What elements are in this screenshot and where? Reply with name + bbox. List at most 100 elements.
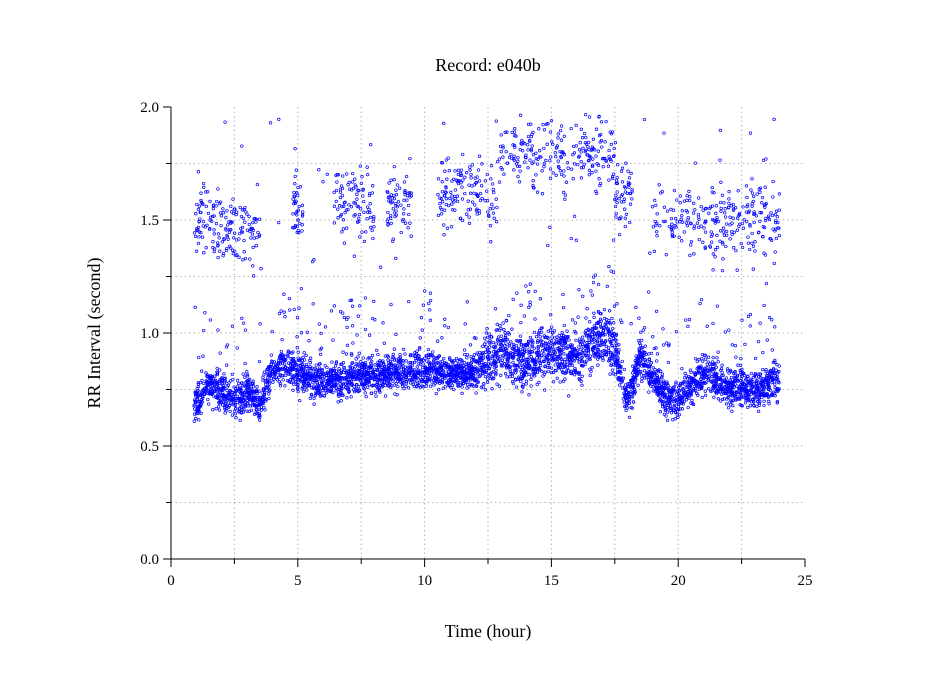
data-point	[194, 249, 199, 253]
data-point	[655, 352, 660, 356]
data-point	[412, 360, 417, 365]
data-point	[727, 328, 731, 332]
data-point	[588, 373, 592, 378]
data-point	[225, 363, 229, 367]
data-point	[549, 313, 553, 317]
data-point	[375, 348, 379, 353]
data-point	[751, 375, 755, 380]
data-point	[469, 365, 473, 370]
data-point	[519, 303, 523, 307]
data-point	[522, 314, 527, 318]
data-point	[679, 381, 683, 386]
data-point	[720, 363, 724, 367]
data-point	[200, 378, 204, 383]
data-point	[476, 168, 481, 172]
data-point	[442, 223, 446, 227]
data-point	[271, 380, 275, 384]
data-point	[369, 225, 373, 230]
data-point	[580, 383, 584, 387]
data-point	[577, 287, 581, 292]
data-point	[463, 352, 467, 357]
data-point	[390, 377, 394, 381]
data-point	[731, 403, 735, 408]
data-point	[661, 343, 666, 347]
data-point	[246, 391, 251, 395]
data-point	[403, 221, 408, 225]
data-point	[347, 180, 351, 185]
data-point	[356, 314, 360, 318]
data-point	[548, 167, 553, 171]
data-point	[310, 385, 314, 390]
data-point	[580, 374, 584, 378]
data-point	[366, 357, 370, 361]
data-point	[420, 378, 424, 382]
data-point	[392, 371, 396, 375]
data-point	[394, 332, 398, 337]
data-point	[615, 175, 619, 180]
data-point	[374, 394, 378, 398]
data-point	[636, 383, 640, 387]
data-point	[538, 335, 542, 339]
data-point	[199, 411, 203, 415]
data-point	[238, 231, 242, 236]
data-point	[443, 324, 447, 328]
data-point	[256, 230, 260, 235]
data-point	[432, 383, 436, 387]
data-point	[305, 388, 309, 392]
data-point	[302, 351, 306, 355]
data-point	[375, 368, 380, 373]
data-point	[256, 412, 260, 416]
data-point	[524, 357, 529, 362]
data-point	[629, 322, 633, 326]
data-point	[640, 338, 644, 342]
data-point	[611, 326, 615, 331]
data-point	[492, 190, 496, 195]
data-point	[637, 348, 642, 352]
data-point	[534, 173, 538, 177]
data-point	[396, 360, 401, 364]
data-point	[404, 384, 408, 389]
data-point	[711, 321, 715, 326]
data-point	[365, 165, 369, 169]
data-point	[535, 351, 539, 355]
data-point	[620, 386, 625, 390]
data-point	[476, 372, 480, 376]
data-point	[492, 360, 496, 364]
data-point	[581, 294, 585, 298]
data-point	[488, 338, 492, 343]
data-point	[292, 307, 296, 312]
data-point	[378, 360, 382, 364]
data-point	[438, 206, 443, 210]
data-point	[599, 338, 604, 342]
data-point	[514, 350, 518, 354]
data-point	[691, 402, 696, 407]
data-point	[255, 182, 260, 187]
data-point	[217, 236, 221, 240]
data-point	[761, 367, 765, 372]
data-point	[579, 347, 583, 352]
data-point	[434, 367, 439, 371]
data-point	[470, 200, 475, 204]
data-point	[258, 415, 262, 419]
data-point	[468, 343, 473, 347]
data-point	[340, 393, 344, 397]
data-point	[338, 391, 343, 395]
data-point	[472, 378, 476, 382]
data-point	[511, 381, 515, 386]
data-point	[543, 359, 547, 363]
data-point	[426, 347, 431, 352]
data-point	[370, 228, 374, 233]
data-point	[561, 379, 566, 383]
data-point	[675, 392, 679, 396]
data-point	[272, 375, 276, 379]
data-point	[251, 274, 256, 278]
data-point	[624, 408, 628, 413]
data-point	[562, 190, 566, 195]
data-point	[551, 370, 556, 375]
data-point	[470, 163, 474, 167]
data-point	[596, 344, 601, 348]
data-point	[614, 338, 618, 342]
data-point	[739, 396, 743, 400]
data-point	[219, 211, 223, 215]
data-point	[675, 389, 680, 393]
